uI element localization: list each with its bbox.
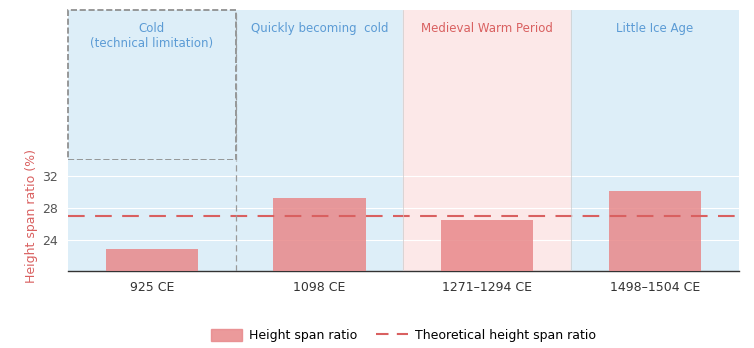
Bar <box>68 10 235 160</box>
Bar <box>235 10 403 160</box>
Bar <box>68 160 235 271</box>
Bar <box>106 249 198 271</box>
Legend: Height span ratio, Theoretical height span ratio: Height span ratio, Theoretical height sp… <box>206 324 601 347</box>
Bar <box>274 198 366 271</box>
Bar <box>572 160 739 271</box>
Text: Cold
(technical limitation): Cold (technical limitation) <box>90 22 213 50</box>
Bar <box>68 10 235 160</box>
Bar <box>609 190 701 271</box>
Text: Medieval Warm Period: Medieval Warm Period <box>421 22 553 35</box>
Bar <box>235 160 403 271</box>
Bar <box>572 10 739 160</box>
Bar <box>403 160 572 271</box>
Text: Little Ice Age: Little Ice Age <box>617 22 694 35</box>
Bar <box>403 10 572 160</box>
Bar <box>441 220 533 271</box>
Y-axis label: Height span ratio (%): Height span ratio (%) <box>25 149 38 283</box>
Text: Quickly becoming  cold: Quickly becoming cold <box>251 22 388 35</box>
